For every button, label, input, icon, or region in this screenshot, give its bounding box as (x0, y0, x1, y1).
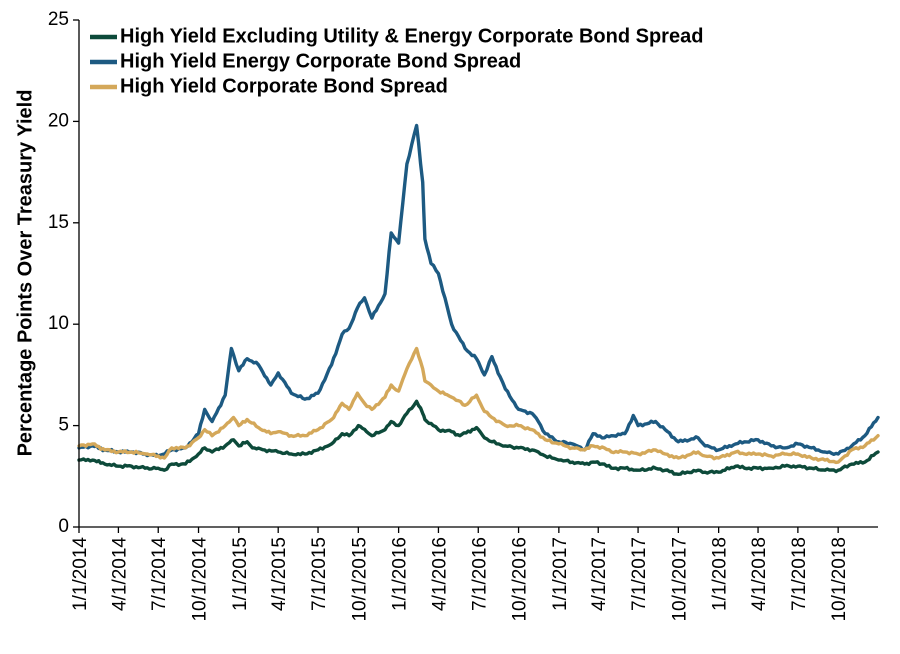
x-tick-label: 7/1/2018 (789, 537, 810, 611)
x-tick-label: 1/1/2015 (230, 537, 251, 611)
x-tick-label: 4/1/2014 (109, 537, 130, 611)
y-tick-label: 20 (48, 110, 69, 131)
x-tick-label: 10/1/2017 (669, 537, 690, 622)
y-tick-label: 5 (58, 415, 69, 436)
series-line-1 (77, 123, 880, 458)
x-tick-label: 10/1/2016 (510, 537, 531, 622)
x-axis-ticks: 1/1/2014 4/1/2014 7/1/2014 10/1/2014 1/1/201… (70, 527, 850, 622)
x-tick-label: 1/1/2016 (390, 537, 411, 611)
y-tick-label: 15 (48, 212, 69, 233)
x-tick-label: 10/1/2015 (349, 537, 370, 622)
x-tick-label: 1/1/2014 (70, 537, 91, 611)
legend: High Yield Excluding Utility & Energy Co… (90, 25, 703, 97)
x-tick-label: 4/1/2017 (589, 537, 610, 611)
legend-label: High Yield Corporate Bond Spread (120, 75, 448, 97)
y-axis-title: Percentage Points Over Treasury Yield (14, 90, 36, 457)
x-tick-label: 10/1/2018 (829, 537, 850, 622)
y-axis-ticks: 0 5 10 15 20 25 (48, 9, 79, 537)
x-tick-label: 7/1/2014 (149, 537, 170, 611)
x-tick-label: 4/1/2015 (269, 537, 290, 611)
series-line-2 (77, 346, 880, 465)
legend-label: High Yield Energy Corporate Bond Spread (120, 50, 521, 72)
x-tick-label: 7/1/2015 (309, 537, 330, 611)
x-tick-label: 4/1/2018 (749, 537, 770, 611)
x-tick-label: 1/1/2018 (710, 537, 731, 611)
y-tick-label: 0 (58, 516, 69, 537)
legend-label: High Yield Excluding Utility & Energy Co… (120, 25, 703, 47)
y-tick-label: 25 (48, 9, 69, 30)
x-tick-label: 7/1/2016 (469, 537, 490, 611)
y-tick-label: 10 (48, 313, 69, 334)
series-line-0 (77, 399, 880, 476)
x-tick-label: 10/1/2014 (190, 537, 211, 622)
series-group (77, 123, 880, 476)
x-tick-label: 1/1/2017 (550, 537, 571, 611)
x-tick-label: 4/1/2016 (429, 537, 450, 611)
x-tick-label: 7/1/2017 (629, 537, 650, 611)
